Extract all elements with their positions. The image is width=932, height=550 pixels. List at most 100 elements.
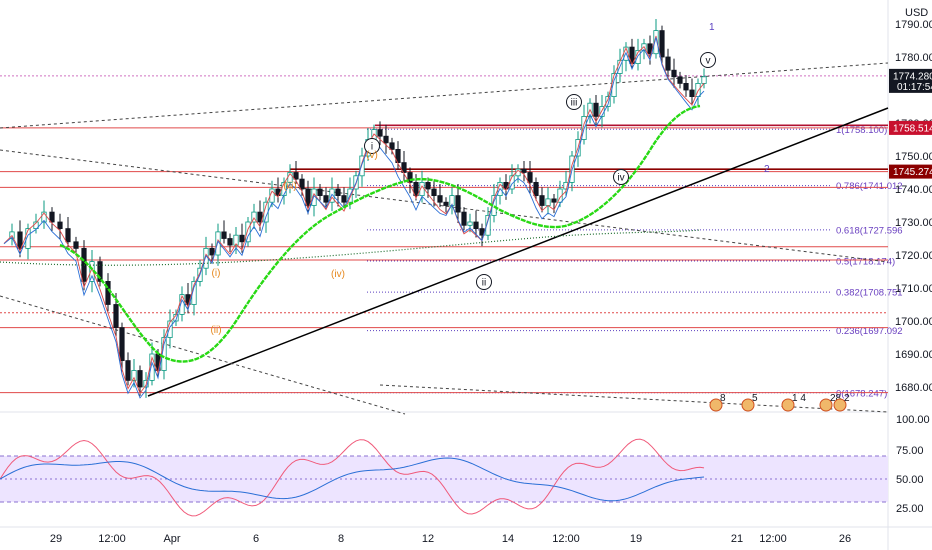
wave-circle (364, 138, 380, 154)
candle-body (653, 30, 659, 55)
fib-label: 0.786(1741.012 (836, 181, 903, 192)
wave-label-minor: (i) (212, 268, 221, 279)
candle-body (455, 195, 461, 213)
candle-body (683, 83, 689, 91)
price-tick-label: 1710.000 (895, 283, 932, 295)
wave-circle (700, 52, 716, 68)
event-icon (833, 398, 847, 412)
candle-body (545, 198, 551, 206)
candle-body (665, 56, 671, 71)
candle-body (539, 195, 545, 206)
candle-body (227, 238, 233, 246)
wave-label-minor: (iii) (283, 181, 296, 192)
candle-body (293, 172, 299, 180)
wave-circle (613, 169, 629, 185)
event-icon (781, 398, 795, 412)
rsi-tick-label: 75.00 (896, 445, 924, 457)
candle-body (383, 135, 389, 144)
price-tick-label: 1690.000 (895, 349, 932, 361)
time-tick-label: 8 (338, 533, 344, 545)
wave-label-circled: i (371, 142, 373, 153)
candle-body (689, 89, 695, 97)
wave-circle (476, 274, 492, 290)
candle-body (377, 129, 383, 137)
rsi-tick-label: 100.00 (896, 414, 930, 426)
candle-body (65, 228, 71, 243)
candle-body (407, 172, 413, 183)
wave-label-circled: ii (482, 278, 486, 289)
candle-body (503, 181, 509, 190)
rsi-signal-line (0, 457, 705, 502)
rsi-tick-label: 25.00 (896, 503, 924, 515)
candle-body (113, 304, 119, 329)
candle-body (137, 370, 143, 388)
wave-label-2: 2 (764, 164, 770, 175)
candle-body (659, 30, 665, 58)
wave-label-minor: (v) (366, 150, 378, 161)
candle-body (341, 195, 347, 203)
rsi-pane (0, 438, 888, 517)
time-tick-label: 21 (731, 533, 743, 545)
candle-body (695, 83, 701, 98)
event-count: 5 (752, 393, 758, 404)
candle-body (251, 211, 257, 223)
candle-body (401, 162, 407, 173)
candle-body (467, 221, 473, 226)
price-tick-label: 1680.000 (895, 382, 932, 394)
fib-label: 0.5(1718.174) (836, 257, 895, 268)
candle-body (431, 188, 437, 196)
time-tick-label: 6 (253, 533, 259, 545)
candle-body (461, 211, 467, 226)
price-tick-label: 1750.000 (895, 151, 932, 163)
candle-body (233, 234, 239, 246)
candle-body (317, 188, 323, 196)
candle-body (605, 96, 611, 107)
candle-body (57, 221, 63, 229)
candle-body (221, 231, 227, 239)
candle-body (305, 188, 311, 206)
wave-circle (566, 94, 582, 110)
candle-body (323, 195, 329, 203)
price-axis[interactable]: USD1810.0001800.0001790.0001780.0001760.… (889, 0, 932, 515)
price-tick-label: 1790.000 (895, 19, 932, 31)
candle-body (257, 211, 263, 223)
event-count: 1 4 (792, 393, 806, 404)
price-tag (889, 68, 932, 93)
fib-label: 0.382(1708.751 (836, 288, 903, 299)
time-tick-label: 19 (630, 533, 642, 545)
candle-body (389, 142, 395, 150)
time-tick-label: Apr (163, 533, 180, 545)
currency-label: USD (905, 7, 928, 19)
event-icon (709, 398, 723, 412)
wave-label-minor: (ii) (210, 325, 221, 336)
fib-label: 1(1758.100) (836, 125, 887, 136)
candle-body (335, 188, 341, 196)
price-tag-label: 1745.274 (893, 167, 932, 178)
candle-body (41, 211, 47, 223)
price-tick-label: 1780.000 (895, 52, 932, 64)
wave-label-circled: iv (617, 173, 624, 184)
time-tick-label: 29 (50, 533, 62, 545)
candle-body (209, 247, 215, 256)
upper-channel-line (0, 62, 889, 129)
candle-body (17, 231, 23, 249)
candle-body (73, 241, 79, 249)
candle-body (131, 370, 137, 381)
price-tag (889, 120, 932, 135)
candle-body (677, 76, 683, 84)
drawing-lines: 1.618(1807.4501(1758.100)0.786(1741.0120… (0, 62, 903, 415)
fib-label: 0.618(1727.596 (836, 225, 903, 236)
candle-body (167, 320, 173, 338)
time-tick-label: 12:00 (98, 533, 126, 545)
falling-channel-line (0, 149, 889, 263)
time-tick-label: 12:00 (552, 533, 580, 545)
candle-body (473, 221, 479, 229)
candle-body (527, 172, 533, 183)
candle-body (551, 198, 557, 203)
candle-body (125, 360, 131, 381)
rsi-line (0, 438, 705, 517)
time-axis[interactable]: 29 12:00 Apr 6 8 12 14 12:00 19 21 12:00 26 (50, 533, 851, 545)
green-ma (59, 104, 701, 363)
candle-body (701, 76, 707, 84)
